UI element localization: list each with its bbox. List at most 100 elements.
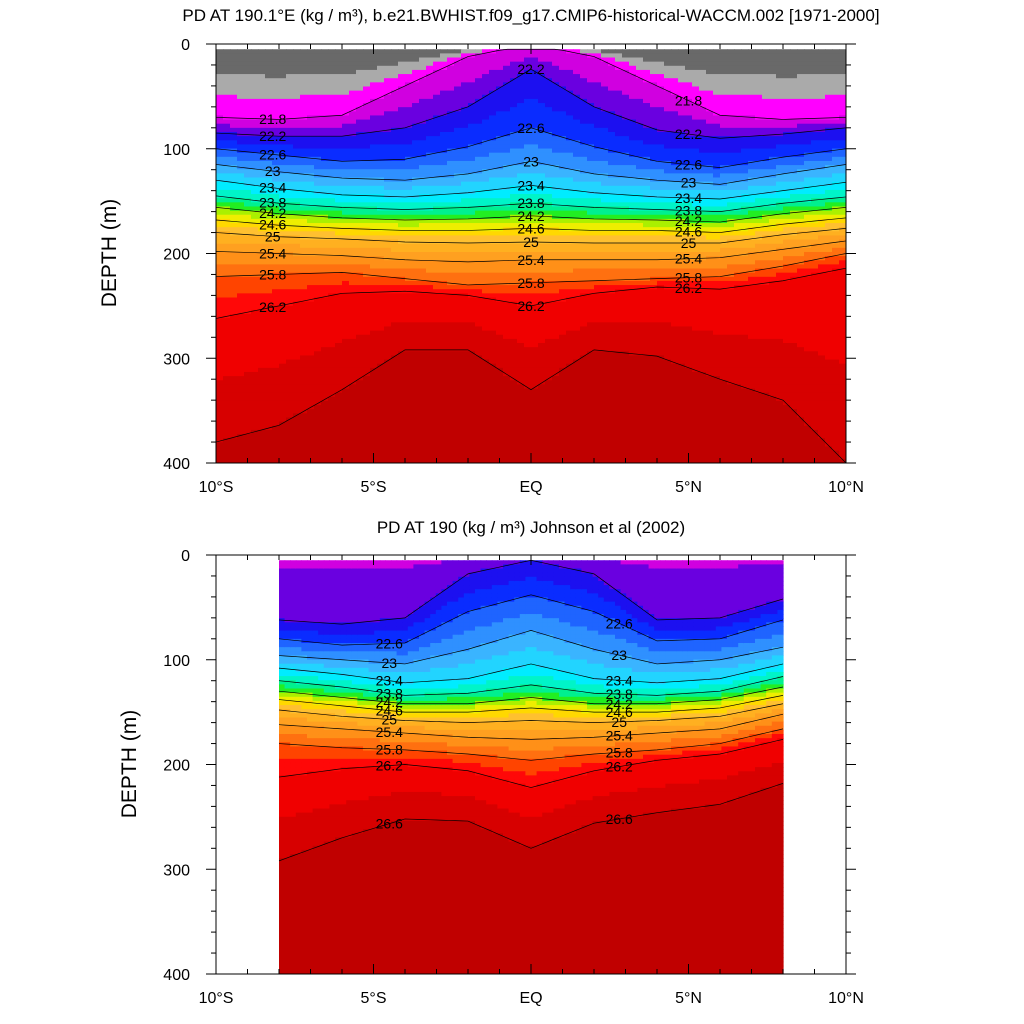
contour-fill-cell	[461, 384, 469, 390]
contour-fill-cell	[349, 392, 357, 398]
contour-fill-cell	[538, 297, 546, 303]
contour-fill-cell	[426, 318, 434, 323]
contour-fill-cell	[412, 160, 420, 166]
contour-fill-cell	[384, 218, 392, 224]
contour-fill-cell	[503, 434, 511, 439]
contour-fill-cell	[496, 405, 504, 410]
contour-fill-cell	[426, 343, 434, 348]
contour-fill-cell	[461, 173, 469, 179]
contour-fill-cell	[524, 136, 532, 141]
contour-fill-cell	[412, 371, 420, 377]
contour-fill-cell	[328, 231, 336, 237]
contour-fill-cell	[265, 260, 273, 265]
contour-fill-cell	[363, 256, 371, 261]
contour-fill-cell	[552, 239, 560, 245]
contour-fill-cell	[419, 61, 427, 67]
contour-fill-cell	[475, 160, 483, 166]
contour-fill-cell	[538, 359, 546, 365]
contour-fill-cell	[552, 123, 560, 129]
contour-fill-cell	[496, 223, 504, 228]
contour-fill-cell	[517, 442, 525, 448]
contour-fill-cell	[216, 276, 224, 282]
contour-fill-cell	[377, 181, 385, 187]
contour-fill-cell	[244, 127, 252, 133]
contour-fill-cell	[370, 400, 378, 406]
contour-fill-cell	[391, 185, 399, 191]
contour-fill-cell	[300, 363, 308, 369]
contour-fill-cell	[405, 156, 413, 162]
contour-fill-cell	[335, 115, 343, 121]
contour-fill-cell	[265, 318, 273, 323]
contour-fill-cell	[384, 293, 392, 299]
contour-fill-cell	[489, 454, 497, 460]
contour-fill-cell	[265, 49, 273, 54]
contour-fill-cell	[314, 115, 322, 121]
contour-fill-cell	[559, 367, 567, 373]
contour-fill-cell	[314, 185, 322, 191]
contour-fill-cell	[405, 131, 413, 137]
contour-fill-cell	[265, 78, 273, 83]
contour-fill-cell	[279, 338, 287, 344]
contour-fill-cell	[475, 227, 483, 232]
contour-fill-cell	[300, 417, 308, 423]
contour-fill-cell	[286, 206, 294, 212]
contour-fill-cell	[426, 454, 434, 460]
contour-fill-cell	[454, 301, 462, 307]
contour-fill-cell	[370, 334, 378, 340]
contour-fill-cell	[412, 98, 420, 104]
contour-fill-cell	[363, 140, 371, 146]
contour-fill-cell	[468, 289, 476, 294]
contour-fill-cell	[349, 285, 357, 290]
contour-fill-cell	[426, 173, 434, 179]
contour-fill-cell	[440, 210, 448, 216]
contour-fill-cell	[454, 334, 462, 340]
contour-fill-cell	[279, 202, 287, 208]
contour-fill-cell	[405, 388, 413, 394]
contour-fill-cell	[335, 140, 343, 146]
contour-fill-cell	[363, 363, 371, 369]
contour-fill-cell	[265, 363, 273, 369]
contour-fill-cell	[384, 355, 392, 361]
contour-fill-cell	[517, 355, 525, 361]
contour-fill-cell	[328, 144, 336, 150]
contour-fill-cell	[370, 396, 378, 402]
contour-fill-cell	[412, 165, 420, 170]
contour-fill-cell	[244, 438, 252, 443]
contour-fill-cell	[503, 413, 511, 419]
contour-fill-cell	[300, 198, 308, 203]
contour-fill-cell	[412, 425, 420, 431]
contour-fill-cell	[391, 152, 399, 158]
contour-fill-cell	[314, 160, 322, 166]
contour-fill-cell	[440, 293, 448, 299]
contour-fill-cell	[419, 301, 427, 307]
contour-fill-cell	[405, 309, 413, 315]
contour-fill-cell	[440, 314, 448, 319]
contour-fill-cell	[503, 127, 511, 133]
contour-fill-cell	[265, 148, 273, 154]
contour-fill-cell	[454, 65, 462, 71]
contour-fill-cell	[356, 293, 364, 299]
contour-fill-cell	[461, 280, 469, 286]
contour-fill-cell	[279, 301, 287, 307]
contour-fill-cell	[216, 218, 224, 224]
contour-fill-cell	[286, 61, 294, 67]
contour-fill-cell	[391, 173, 399, 179]
contour-fill-cell	[293, 185, 301, 191]
contour-fill-cell	[559, 82, 567, 88]
contour-fill-cell	[405, 392, 413, 398]
contour-fill-cell	[349, 334, 357, 340]
contour-fill-cell	[419, 223, 427, 228]
contour-fill-cell	[342, 156, 350, 162]
contour-fill-cell	[307, 388, 315, 394]
contour-fill-cell	[405, 396, 413, 402]
contour-fill-cell	[426, 297, 434, 303]
contour-fill-cell	[559, 251, 567, 257]
contour-fill-cell	[363, 160, 371, 166]
contour-fill-cell	[286, 260, 294, 265]
contour-fill-cell	[531, 359, 539, 365]
contour-fill-cell	[314, 376, 322, 381]
contour-fill-cell	[398, 181, 406, 187]
contour-fill-cell	[454, 94, 462, 100]
contour-fill-cell	[433, 131, 441, 137]
contour-fill-cell	[370, 177, 378, 183]
